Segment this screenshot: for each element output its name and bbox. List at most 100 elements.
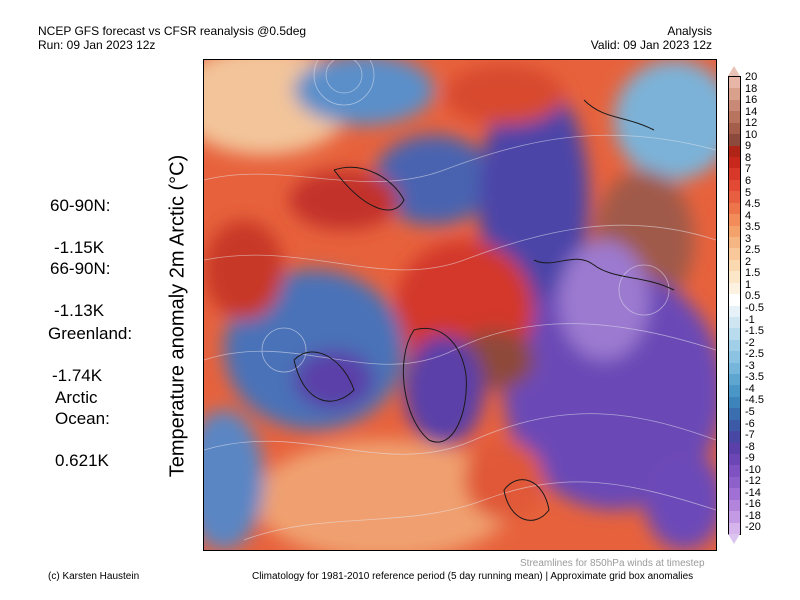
colorbar-segment bbox=[729, 134, 740, 147]
colorbar-segment bbox=[729, 271, 740, 284]
colorbar-tick-label: -5 bbox=[745, 405, 755, 418]
colorbar-tick-label: 4 bbox=[745, 209, 752, 222]
colorbar-segment bbox=[729, 145, 740, 158]
colorbar-tick-label: 3 bbox=[745, 232, 752, 245]
stat-label: 60-90N: bbox=[50, 196, 111, 215]
colorbar-segment bbox=[729, 385, 740, 398]
colorbar-tick-label: -16 bbox=[745, 498, 761, 511]
colorbar-tick-label: -18 bbox=[745, 509, 761, 522]
colorbar-segment bbox=[729, 476, 740, 489]
colorbar-segment bbox=[729, 488, 740, 501]
colorbar-tick-label: 1.5 bbox=[745, 267, 761, 280]
y-axis-label: Temperature anomaly 2m Arctic (°C) bbox=[166, 154, 189, 478]
colorbar-segment bbox=[729, 431, 740, 444]
colorbar-segment bbox=[729, 214, 740, 227]
colorbar-segment bbox=[729, 77, 740, 89]
colorbar-tick-label: 18 bbox=[745, 82, 758, 95]
stat-label: Greenland: bbox=[48, 324, 133, 343]
colorbar-tick-label: 2.5 bbox=[745, 244, 761, 257]
streamline-note: Streamlines for 850hPa winds at timestep bbox=[520, 558, 705, 569]
colorbar-tick-label: -4 bbox=[745, 382, 755, 395]
colorbar-segment bbox=[729, 408, 740, 421]
anomaly-map-graphic bbox=[204, 60, 716, 550]
colorbar-segment bbox=[729, 339, 740, 352]
colorbar-tick-label: 7 bbox=[745, 163, 752, 176]
stat-value: -1.13K bbox=[54, 301, 105, 320]
colorbar-tick-label: -20 bbox=[745, 521, 761, 534]
colorbar-tick-label: -6 bbox=[745, 417, 755, 430]
colorbar-segment bbox=[729, 282, 740, 295]
colorbar-tick-label: 12 bbox=[745, 117, 758, 130]
colorbar-tick-label: 9 bbox=[745, 140, 752, 153]
colorbar-segment bbox=[729, 374, 740, 386]
colorbar-segment bbox=[729, 305, 740, 318]
colorbar-tick-label: -0.5 bbox=[745, 302, 764, 314]
colorbar-tick-label: 6 bbox=[745, 174, 752, 187]
colorbar-tick-label: 3.5 bbox=[745, 221, 761, 234]
colorbar-segment bbox=[729, 294, 740, 306]
colorbar-segment bbox=[729, 499, 740, 512]
colorbar-tick-label: -7 bbox=[745, 429, 755, 442]
mode-label: Analysis bbox=[667, 24, 712, 38]
run-time: Run: 09 Jan 2023 12z bbox=[38, 38, 156, 52]
colorbar-tick-label: -2 bbox=[745, 336, 755, 349]
colorbar-segment bbox=[729, 316, 740, 329]
colorbar-tick-label: -12 bbox=[745, 475, 761, 488]
colorbar-tick-label: 1 bbox=[745, 278, 752, 291]
colorbar-segment bbox=[729, 99, 740, 112]
colorbar-segment bbox=[729, 225, 740, 238]
stat-label: 66-90N: bbox=[50, 259, 111, 278]
colorbar-segment bbox=[729, 88, 740, 101]
colorbar-tick-label: 2 bbox=[745, 255, 752, 268]
stat-60-90n: 60-90N: -1.15K bbox=[50, 174, 110, 279]
colorbar-tick-label: 16 bbox=[745, 94, 758, 107]
colorbar-segment bbox=[729, 465, 740, 478]
colorbar-segment bbox=[729, 442, 740, 455]
stat-arctic-ocean: Arctic Ocean: 0.621K bbox=[55, 366, 110, 492]
colorbar-tick-label: -10 bbox=[745, 463, 761, 476]
stat-66-90n: 66-90N: -1.13K bbox=[50, 237, 110, 342]
colorbar-tick-label: -3 bbox=[745, 359, 755, 372]
colorbar-segment bbox=[729, 328, 740, 341]
colorbar-tick-label: 14 bbox=[745, 105, 758, 118]
colorbar-tick-label: 10 bbox=[745, 128, 758, 141]
colorbar-segment bbox=[729, 419, 740, 432]
colorbar-tick-label: 20 bbox=[745, 71, 758, 83]
valid-time: Valid: 09 Jan 2023 12z bbox=[590, 38, 712, 52]
colorbar bbox=[728, 76, 741, 535]
colorbar-tick-label: -1 bbox=[745, 313, 755, 326]
colorbar-segment bbox=[729, 259, 740, 272]
anomaly-map bbox=[203, 59, 717, 551]
colorbar-segment bbox=[729, 248, 740, 261]
colorbar-tick-label: -3.5 bbox=[745, 371, 764, 384]
climatology-note: Climatology for 1981-2010 reference peri… bbox=[252, 571, 694, 582]
stat-value: 0.621K bbox=[55, 451, 109, 470]
stat-value: -1.15K bbox=[54, 238, 105, 257]
chart-title: NCEP GFS forecast vs CFSR reanalysis @0.… bbox=[38, 24, 307, 38]
colorbar-tick-label: -4.5 bbox=[745, 394, 764, 407]
colorbar-tick-label: -9 bbox=[745, 452, 755, 465]
colorbar-top-arrow bbox=[728, 66, 740, 76]
colorbar-tick-label: 4.5 bbox=[745, 198, 761, 211]
colorbar-segment bbox=[729, 202, 740, 215]
colorbar-segment bbox=[729, 179, 740, 192]
colorbar-tick-label: -2.5 bbox=[745, 348, 764, 361]
colorbar-tick-label: -1.5 bbox=[745, 325, 764, 338]
colorbar-tick-label: 0.5 bbox=[745, 290, 761, 303]
stat-greenland: Greenland: -1.74K bbox=[48, 302, 132, 407]
colorbar-segment bbox=[729, 156, 740, 169]
colorbar-segment bbox=[729, 122, 740, 135]
colorbar-tick-label: 8 bbox=[745, 151, 752, 164]
colorbar-tick-label: -14 bbox=[745, 486, 761, 499]
chart-header-left: NCEP GFS forecast vs CFSR reanalysis @0.… bbox=[38, 24, 306, 52]
stat-label: Arctic Ocean: bbox=[55, 388, 110, 428]
chart-header-right: Analysis Valid: 09 Jan 2023 12z bbox=[591, 24, 712, 52]
colorbar-bottom-arrow bbox=[728, 534, 740, 544]
colorbar-segment bbox=[729, 396, 740, 409]
colorbar-tick-label: -8 bbox=[745, 440, 755, 453]
colorbar-segment bbox=[729, 522, 740, 535]
colorbar-segment bbox=[729, 236, 740, 249]
colorbar-segment bbox=[729, 511, 740, 524]
colorbar-segment bbox=[729, 362, 740, 375]
stat-value: -1.74K bbox=[52, 366, 103, 385]
